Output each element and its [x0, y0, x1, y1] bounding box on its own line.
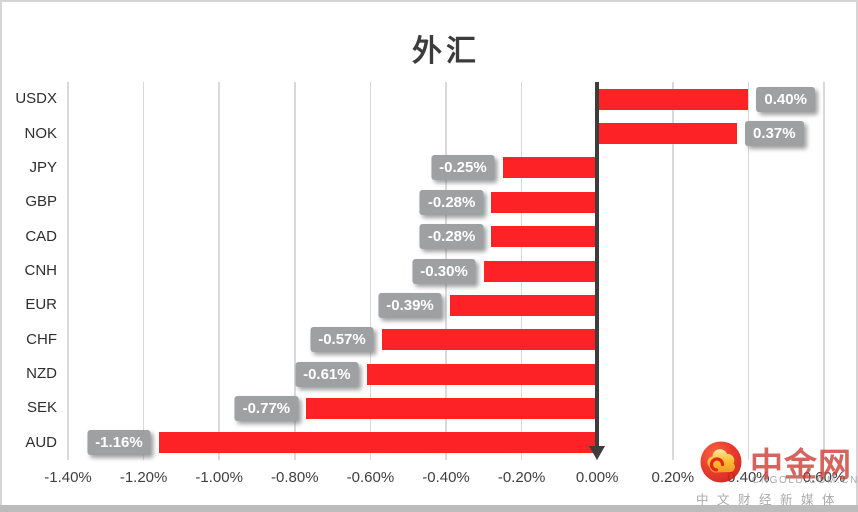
- bar-USDX: [597, 88, 749, 110]
- bar-JPY: [502, 157, 598, 179]
- x-tick-label: 0.00%: [575, 469, 619, 486]
- gridline: [218, 82, 220, 460]
- category-label: EUR: [25, 296, 57, 314]
- gridline: [823, 82, 825, 460]
- bar-EUR: [449, 294, 598, 316]
- zero-axis-arrow-icon: [589, 446, 606, 460]
- category-label: NOK: [24, 124, 57, 142]
- value-badge-CNH: -0.30%: [412, 258, 476, 284]
- bar-AUD: [158, 432, 598, 454]
- category-label: USDX: [15, 90, 57, 108]
- x-tick-label: 0.20%: [651, 469, 695, 486]
- value-badge-EUR: -0.39%: [378, 292, 442, 318]
- gridline: [747, 82, 750, 460]
- bar-CHF: [381, 329, 598, 351]
- frame-border-right: [856, 0, 858, 512]
- gridline: [67, 82, 69, 460]
- x-tick-label: 0.60%: [802, 469, 846, 486]
- category-label: NZD: [26, 365, 57, 383]
- bar-CNH: [483, 260, 598, 282]
- x-tick-label: -1.00%: [195, 469, 243, 486]
- value-badge-AUD: -1.16%: [87, 430, 151, 456]
- category-label: JPY: [29, 158, 57, 176]
- frame-border-left: [0, 0, 2, 512]
- x-tick-label: -1.20%: [119, 469, 168, 486]
- x-tick-label: -0.60%: [346, 469, 395, 486]
- value-badge-NZD: -0.61%: [295, 361, 359, 387]
- x-tick-label: -0.20%: [497, 469, 546, 486]
- watermark-domain: CNGOLD.COM.CN: [752, 475, 858, 486]
- frame-border-bottom: [0, 505, 858, 512]
- value-badge-JPY: -0.25%: [431, 155, 495, 181]
- zero-axis-line: [595, 82, 600, 449]
- cngold-watermark: 中金网 CNGOLD.COM.CN 中文财经新媒体: [696, 438, 858, 507]
- x-tick-label: -0.80%: [271, 469, 319, 486]
- value-badge-SEK: -0.77%: [234, 395, 299, 421]
- category-label: SEK: [26, 399, 57, 417]
- bar-NOK: [597, 123, 738, 145]
- value-badge-USDX: 0.40%: [756, 86, 815, 112]
- bar-NZD: [366, 363, 598, 385]
- gridline: [369, 82, 372, 460]
- bar-GBP: [491, 191, 598, 213]
- x-tick-label: -0.40%: [422, 469, 470, 486]
- value-badge-CHF: -0.57%: [310, 327, 374, 353]
- bar-SEK: [306, 397, 598, 419]
- gridline: [672, 82, 674, 460]
- cngold-cloud-logo-icon: [700, 441, 742, 483]
- watermark-tagline: 中文财经新媒体: [696, 493, 844, 507]
- category-label: GBP: [25, 193, 57, 211]
- value-badge-GBP: -0.28%: [419, 189, 484, 215]
- chart-title: 外汇: [412, 35, 480, 68]
- category-label: AUD: [25, 433, 57, 451]
- bar-CAD: [491, 226, 598, 248]
- value-badge-NOK: 0.37%: [745, 121, 804, 147]
- frame-border-top: [0, 0, 858, 2]
- gridline: [142, 82, 145, 460]
- gridline: [294, 82, 296, 460]
- category-label: CAD: [25, 227, 57, 245]
- category-label: CHF: [26, 330, 57, 348]
- value-badge-CAD: -0.28%: [419, 224, 484, 250]
- x-tick-label: -1.40%: [44, 469, 92, 486]
- category-label: CNH: [24, 262, 58, 279]
- watermark-brand: 中金网: [750, 446, 852, 483]
